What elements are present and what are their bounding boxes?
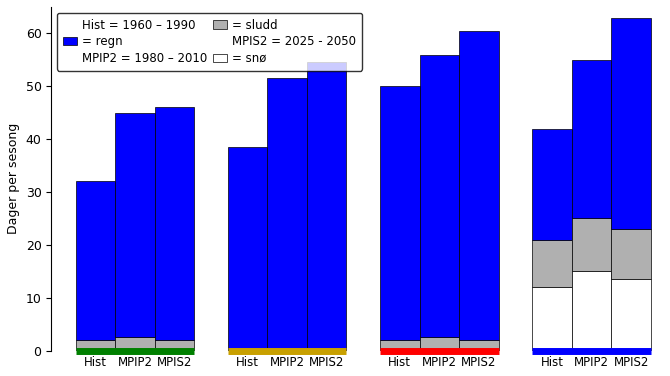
Bar: [611, 18, 651, 229]
Bar: [155, 108, 194, 340]
Bar: [115, 113, 155, 337]
Bar: [419, 55, 459, 337]
Bar: [307, 62, 346, 350]
Y-axis label: Dager per sesong: Dager per sesong: [7, 123, 20, 234]
Bar: [380, 340, 419, 350]
Bar: [532, 240, 572, 287]
Bar: [572, 271, 611, 350]
Bar: [611, 229, 651, 279]
Bar: [572, 218, 611, 271]
Bar: [532, 129, 572, 240]
Bar: [532, 287, 572, 350]
Bar: [459, 340, 498, 350]
Bar: [419, 337, 459, 350]
Bar: [380, 86, 419, 340]
Bar: [459, 31, 498, 340]
Bar: [76, 340, 115, 350]
Bar: [115, 337, 155, 350]
Legend: Hist = 1960 – 1990, = regn, MPIP2 = 1980 – 2010, = sludd, MPIS2 = 2025 - 2050, =: Hist = 1960 – 1990, = regn, MPIP2 = 1980…: [57, 13, 362, 71]
Bar: [572, 60, 611, 218]
Bar: [76, 181, 115, 340]
Bar: [611, 279, 651, 350]
Bar: [155, 340, 194, 350]
Bar: [228, 147, 267, 350]
Bar: [267, 78, 307, 350]
